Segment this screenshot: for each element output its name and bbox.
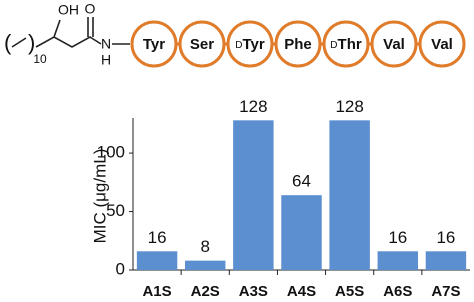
residue-label: DThr <box>330 36 362 53</box>
residue-label: Val <box>431 36 453 53</box>
bar <box>233 120 274 270</box>
bar <box>329 120 370 270</box>
y-tick-label: 0 <box>116 259 125 278</box>
lipid-skeleton: ( ) <box>4 17 130 55</box>
residue <box>178 20 226 68</box>
residue-label: DTyr <box>235 36 265 53</box>
atom-label: OH <box>58 2 79 18</box>
bar <box>184 260 226 270</box>
residue-name: Tyr <box>243 36 265 53</box>
residue <box>226 20 274 68</box>
residue <box>322 20 370 68</box>
x-tick-label: A7S <box>431 283 460 300</box>
residue-name: Ser <box>190 36 214 53</box>
value-label: 128 <box>239 97 267 116</box>
residue-label: Phe <box>284 36 312 53</box>
residue-name: Thr <box>338 36 362 53</box>
residue-label: Val <box>383 36 405 53</box>
x-tick-label: A5S <box>335 283 364 300</box>
y-tick-label: 50 <box>106 201 125 220</box>
x-tick-label: A2S <box>191 283 220 300</box>
x-tick-label: A6S <box>383 283 412 300</box>
value-label: 128 <box>335 97 363 116</box>
residue-name: Phe <box>284 36 312 53</box>
x-tick-label: A1S <box>142 283 171 300</box>
x-tick-label: A4S <box>287 283 316 300</box>
atom-label: O <box>85 1 96 17</box>
bonds <box>11 17 130 48</box>
bracket: ) <box>28 30 35 55</box>
residue-name: Tyr <box>143 36 165 53</box>
y-tick-label: 100 <box>97 143 125 162</box>
residue-label: Tyr <box>143 36 165 53</box>
value-label: 16 <box>388 228 407 247</box>
x-tick-label: A3S <box>239 283 268 300</box>
residue-prefix: D <box>330 40 337 51</box>
atom-label: N <box>101 36 111 52</box>
bar <box>281 195 322 270</box>
residue-name: Val <box>431 36 453 53</box>
y-axis-label: MIC (μg/mL) <box>90 149 109 244</box>
residue <box>418 20 466 68</box>
residue <box>370 20 418 68</box>
value-label: 16 <box>436 228 455 247</box>
residue-prefix: D <box>235 40 242 51</box>
atom-label: H <box>101 52 111 68</box>
residue-name: Val <box>383 36 405 53</box>
residue <box>274 20 322 68</box>
residue-label: Ser <box>190 36 214 53</box>
residue <box>130 20 178 68</box>
bar <box>136 251 178 270</box>
bar <box>377 251 419 270</box>
value-label: 8 <box>200 237 209 256</box>
bar <box>425 251 467 270</box>
bracket: ( <box>4 30 12 55</box>
value-label: 64 <box>292 172 311 191</box>
repeat-count: 10 <box>33 52 47 66</box>
value-label: 16 <box>148 228 167 247</box>
